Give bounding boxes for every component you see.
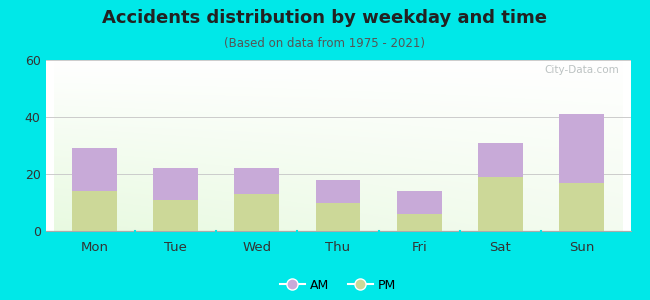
Text: (Based on data from 1975 - 2021): (Based on data from 1975 - 2021) xyxy=(224,38,426,50)
Bar xyxy=(153,168,198,200)
Bar xyxy=(72,191,116,231)
Text: Accidents distribution by weekday and time: Accidents distribution by weekday and ti… xyxy=(103,9,547,27)
Bar xyxy=(560,182,604,231)
Bar xyxy=(72,148,116,191)
Bar xyxy=(560,114,604,182)
Bar xyxy=(478,177,523,231)
Bar xyxy=(478,142,523,177)
Legend: AM, PM: AM, PM xyxy=(275,274,401,297)
Text: City-Data.com: City-Data.com xyxy=(544,65,619,75)
Bar xyxy=(397,191,441,214)
Bar xyxy=(235,168,279,194)
Bar xyxy=(397,214,441,231)
Bar xyxy=(316,202,360,231)
Bar xyxy=(235,194,279,231)
Bar xyxy=(316,180,360,202)
Bar xyxy=(153,200,198,231)
